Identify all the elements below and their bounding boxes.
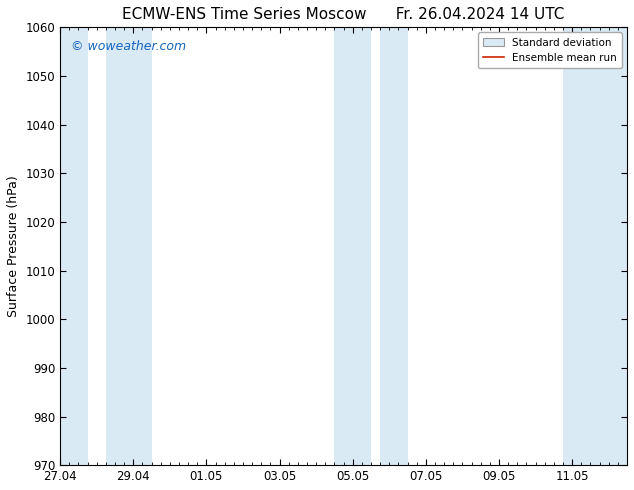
Bar xyxy=(60,27,87,465)
Bar xyxy=(380,27,408,465)
Title: ECMW-ENS Time Series Moscow      Fr. 26.04.2024 14 UTC: ECMW-ENS Time Series Moscow Fr. 26.04.20… xyxy=(122,7,565,22)
Bar xyxy=(563,27,627,465)
Y-axis label: Surface Pressure (hPa): Surface Pressure (hPa) xyxy=(7,175,20,317)
Text: © woweather.com: © woweather.com xyxy=(72,40,186,53)
Bar xyxy=(106,27,152,465)
Bar xyxy=(335,27,371,465)
Legend: Standard deviation, Ensemble mean run: Standard deviation, Ensemble mean run xyxy=(477,32,622,68)
